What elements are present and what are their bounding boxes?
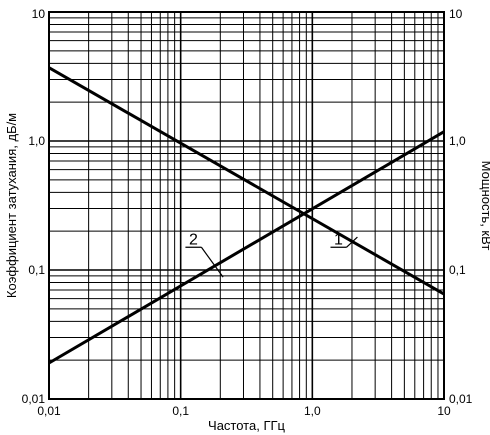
series-layer (48, 66, 445, 365)
y-left-tick-label: 0,01 (22, 392, 46, 406)
x-tick-label: 10 (437, 404, 451, 418)
series-2-label: 2 (189, 231, 198, 248)
y-right-axis-title: Мощность, кВт (479, 161, 490, 251)
x-axis-title: Частота, ГГц (208, 418, 285, 433)
series-2-leader-line (200, 246, 224, 278)
y-right-tick-label: 0,1 (449, 263, 466, 277)
x-tick-label: 0,01 (37, 404, 61, 418)
series-1-line (48, 66, 445, 296)
series-2-line (48, 130, 445, 365)
y-left-axis-title: Коэффициент затухания, дБ/м (4, 113, 19, 298)
annotations: 1 2 (185, 231, 358, 278)
y-left-tick-label: 10 (32, 7, 46, 21)
x-tick-label: 1,0 (304, 404, 321, 418)
series-1-leader-line (346, 236, 358, 248)
y-right-tick-label: 10 (449, 7, 463, 21)
y-right-tick-label: 1,0 (449, 134, 466, 148)
y-right-tick-label: 0,01 (449, 392, 473, 406)
plot-frame (48, 11, 445, 400)
x-tick-label: 0,1 (172, 404, 189, 418)
series-1-label: 1 (334, 231, 343, 248)
tick-labels: 0,01 0,1 1,0 10 0,01 0,1 1,0 10 0,01 0,1… (22, 7, 473, 418)
grid (48, 12, 444, 400)
y-left-tick-label: 1,0 (28, 134, 45, 148)
y-left-tick-label: 0,1 (28, 263, 45, 277)
